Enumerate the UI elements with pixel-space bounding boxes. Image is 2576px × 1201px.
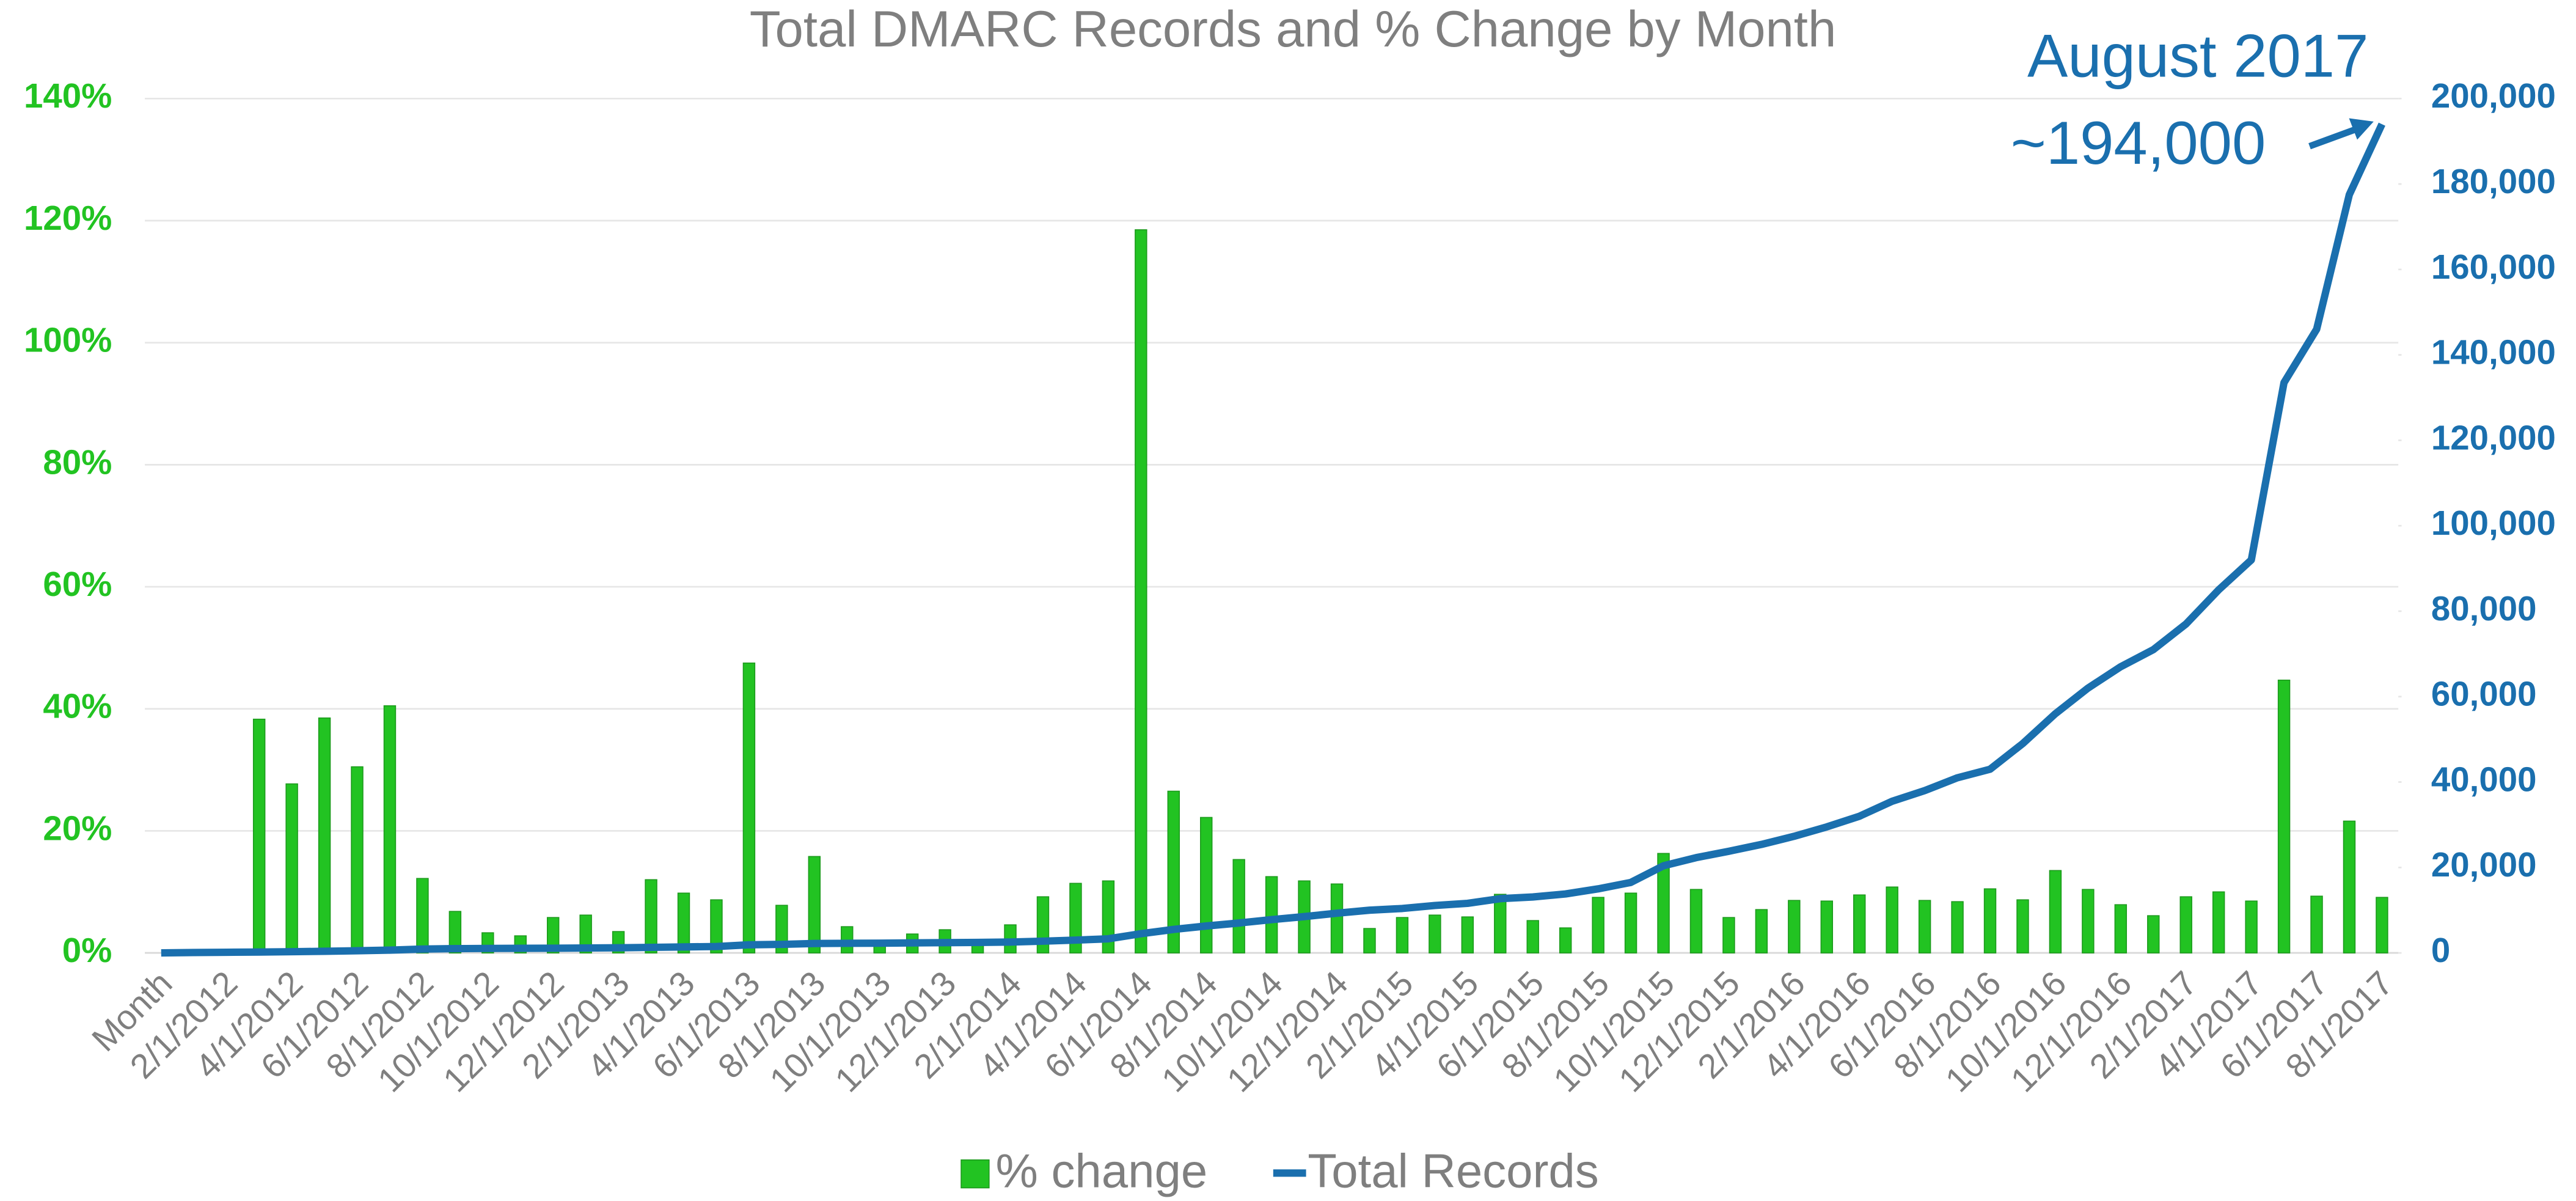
bar — [1232, 859, 1245, 953]
bar — [416, 878, 429, 953]
bar — [2310, 895, 2323, 953]
line — [161, 122, 2385, 957]
y-tick-label: 140% — [24, 76, 112, 115]
bar — [1853, 894, 1866, 953]
bar — [2179, 896, 2192, 953]
bar — [2114, 904, 2128, 953]
bar — [1624, 892, 1637, 953]
bar — [1722, 917, 1735, 953]
annotation-arrow — [2308, 125, 2360, 150]
bar — [1200, 817, 1213, 953]
annotation: ~194,000 — [2011, 109, 2266, 177]
legend-label: Total Records — [1308, 1144, 1599, 1198]
bar — [2016, 899, 2029, 953]
bar — [1820, 900, 1833, 953]
bar — [1494, 894, 1507, 953]
annotation: August 2017 — [2027, 23, 2368, 90]
bar — [1135, 229, 1147, 953]
legend-swatch — [961, 1159, 990, 1189]
bar — [1886, 886, 1898, 953]
y2-tick-label: 20,000 — [2431, 845, 2537, 884]
bar — [2376, 897, 2388, 953]
y2-tick-label: 160,000 — [2431, 248, 2556, 286]
bar — [383, 705, 397, 953]
bar — [1265, 876, 1278, 953]
bar — [1918, 900, 1931, 953]
bar — [1951, 901, 1964, 953]
y2-tick-label: 80,000 — [2431, 589, 2537, 628]
bar — [1526, 920, 1539, 953]
y-tick-label: 100% — [24, 321, 112, 359]
bar — [1755, 909, 1768, 953]
bar — [2082, 889, 2095, 953]
bar — [710, 899, 723, 953]
bar — [1363, 928, 1376, 953]
bar — [645, 879, 657, 953]
bar — [2147, 915, 2160, 953]
bar — [1983, 888, 1997, 953]
bar — [1788, 900, 1801, 953]
bar — [448, 911, 462, 953]
bar — [2343, 820, 2356, 953]
bar — [2277, 679, 2291, 953]
y-tick-label: 120% — [24, 199, 112, 237]
bar — [808, 856, 821, 953]
bar — [2212, 891, 2225, 953]
bar — [1429, 914, 1441, 953]
bar — [1657, 853, 1670, 953]
bar — [285, 783, 298, 953]
bar — [318, 717, 331, 953]
y2-tick-label: 200,000 — [2431, 76, 2556, 115]
bar — [1461, 916, 1474, 953]
y-tick-label: 80% — [43, 443, 112, 481]
bar — [1069, 883, 1082, 953]
y2-tick-label: 140,000 — [2431, 333, 2556, 372]
bar — [677, 892, 690, 953]
y-tick-label: 60% — [43, 565, 112, 603]
bar — [2245, 900, 2258, 953]
bar — [2049, 870, 2062, 953]
bar — [742, 663, 756, 953]
bar — [351, 766, 364, 953]
bar — [579, 914, 592, 953]
y-tick-label: 0% — [62, 931, 112, 969]
y2-tick-label: 0 — [2431, 931, 2450, 969]
bar — [1396, 917, 1409, 953]
bar — [1559, 927, 1572, 953]
chart-title: Total DMARC Records and % Change by Mont… — [750, 1, 1836, 57]
bar — [252, 718, 266, 953]
bar — [1330, 883, 1344, 953]
bar — [1167, 790, 1180, 953]
bar — [1689, 889, 1703, 953]
legend-label: % change — [996, 1144, 1208, 1198]
y2-tick-label: 60,000 — [2431, 675, 2537, 713]
y-tick-label: 40% — [43, 687, 112, 725]
y2-tick-label: 120,000 — [2431, 418, 2556, 457]
y2-tick-label: 40,000 — [2431, 760, 2537, 798]
annotation-arrowhead — [2349, 118, 2374, 140]
y2-tick-label: 180,000 — [2431, 162, 2556, 200]
y-tick-label: 20% — [43, 809, 112, 847]
bar — [1592, 897, 1605, 953]
y2-tick-label: 100,000 — [2431, 504, 2556, 542]
bar — [546, 917, 560, 953]
